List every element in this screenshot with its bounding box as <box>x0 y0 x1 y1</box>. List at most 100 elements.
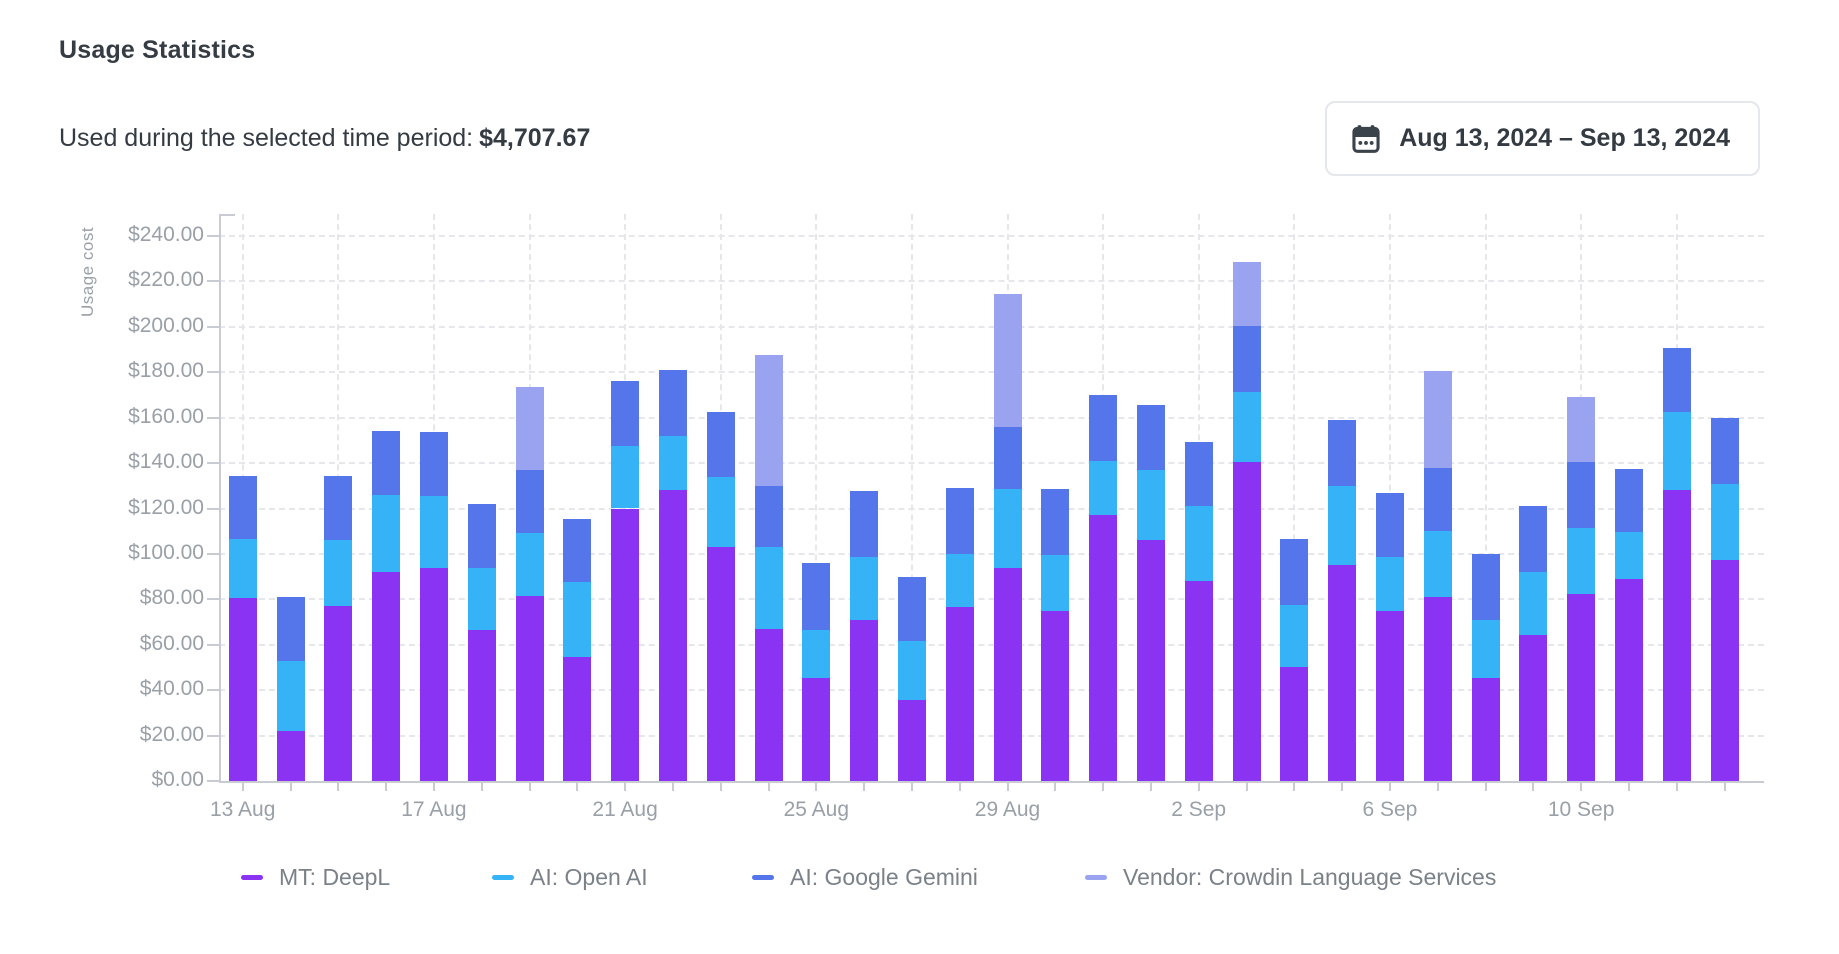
x-axis-tick <box>1341 783 1344 791</box>
bar-segment-vendor-crowdin-language-services <box>993 293 1022 427</box>
date-range-picker[interactable]: Aug 13, 2024 – Sep 13, 2024 <box>1325 101 1760 176</box>
bar-segment-ai-open-ai <box>1567 527 1596 594</box>
x-axis-tick <box>576 783 579 791</box>
bar-segment-ai-open-ai <box>324 540 353 607</box>
bar-segment-mt-deepl <box>802 677 831 781</box>
bar-segment-mt-deepl <box>563 657 592 781</box>
bar-stack[interactable] <box>898 577 926 781</box>
bar-stack[interactable] <box>1711 418 1739 781</box>
calendar-icon <box>1349 122 1383 156</box>
bar-segment-ai-open-ai <box>1471 619 1500 678</box>
bar-segment-mt-deepl <box>754 628 783 781</box>
y-axis-tick <box>207 462 219 465</box>
bar-stack[interactable] <box>1041 489 1069 781</box>
bar-segment-mt-deepl <box>419 567 448 781</box>
bar-segment-mt-deepl <box>1375 610 1404 781</box>
y-axis-tick-label: $80.00 <box>139 586 204 610</box>
bar-segment-ai-google-gemini <box>1567 461 1596 528</box>
legend-label: AI: Google Gemini <box>790 864 978 890</box>
bar-stack[interactable] <box>563 519 591 781</box>
x-axis-tick-label: 2 Sep <box>1171 798 1227 821</box>
y-axis-tick <box>207 507 219 510</box>
bar-segment-vendor-crowdin-language-services <box>1567 397 1596 462</box>
horizontal-gridline <box>219 507 1764 510</box>
bar-stack[interactable] <box>324 476 352 781</box>
bar-segment-ai-google-gemini <box>1471 553 1500 620</box>
bar-stack[interactable] <box>1089 395 1117 781</box>
bar-segment-ai-google-gemini <box>802 563 831 630</box>
bar-stack[interactable] <box>755 355 783 781</box>
bar-segment-mt-deepl <box>1041 610 1070 781</box>
bar-segment-ai-google-gemini <box>658 369 687 436</box>
bar-stack[interactable] <box>277 597 305 781</box>
bar-stack[interactable] <box>994 294 1022 781</box>
bar-stack[interactable] <box>1663 348 1691 781</box>
bar-segment-ai-open-ai <box>1232 391 1261 462</box>
bar-stack[interactable] <box>659 370 687 781</box>
bar-segment-mt-deepl <box>1662 490 1691 781</box>
bar-segment-ai-google-gemini <box>467 503 496 568</box>
x-axis-tick <box>1149 783 1152 791</box>
bar-stack[interactable] <box>1233 262 1261 781</box>
legend-item-vendor-crowdin-language-services[interactable]: Vendor: Crowdin Language Services <box>1085 864 1496 891</box>
date-range-label: Aug 13, 2024 – Sep 13, 2024 <box>1399 124 1730 152</box>
bar-stack[interactable] <box>229 476 257 781</box>
bar-segment-ai-open-ai <box>228 539 257 599</box>
legend-color-dash <box>492 875 514 880</box>
horizontal-gridline <box>219 689 1764 692</box>
horizontal-gridline <box>219 325 1764 328</box>
bar-stack[interactable] <box>468 504 496 781</box>
x-axis-tick <box>863 783 866 791</box>
bar-segment-ai-google-gemini <box>1710 417 1739 484</box>
bar-segment-ai-open-ai <box>515 533 544 596</box>
x-axis-tick <box>241 783 244 791</box>
bar-stack[interactable] <box>1424 371 1452 781</box>
horizontal-gridline <box>219 552 1764 555</box>
bar-stack[interactable] <box>1519 506 1547 781</box>
bar-segment-mt-deepl <box>1567 593 1596 781</box>
bar-segment-ai-google-gemini <box>1423 467 1452 532</box>
bar-stack[interactable] <box>1137 405 1165 781</box>
bar-segment-ai-open-ai <box>467 567 496 630</box>
bar-stack[interactable] <box>946 488 974 781</box>
bar-stack[interactable] <box>372 431 400 781</box>
bar-stack[interactable] <box>1472 554 1500 781</box>
bar-segment-mt-deepl <box>515 595 544 781</box>
bar-stack[interactable] <box>1185 442 1213 781</box>
bar-stack[interactable] <box>1328 420 1356 781</box>
x-axis-tick-label: 10 Sep <box>1547 798 1615 821</box>
bar-segment-mt-deepl <box>1519 634 1548 781</box>
bar-segment-ai-open-ai <box>1136 469 1165 541</box>
bar-segment-mt-deepl <box>1471 677 1500 781</box>
legend-item-ai-open-ai[interactable]: AI: Open AI <box>492 864 648 891</box>
bar-stack[interactable] <box>420 432 448 781</box>
bar-segment-ai-google-gemini <box>706 411 735 477</box>
bar-stack[interactable] <box>611 381 639 781</box>
bar-segment-mt-deepl <box>1184 581 1213 781</box>
legend-item-ai-google-gemini[interactable]: AI: Google Gemini <box>752 864 978 891</box>
legend-item-mt-deepl[interactable]: MT: DeepL <box>241 864 390 891</box>
y-axis-top-tick <box>219 214 235 216</box>
bar-stack[interactable] <box>1615 469 1643 781</box>
bar-stack[interactable] <box>707 412 735 781</box>
bar-stack[interactable] <box>1280 539 1308 781</box>
bar-segment-mt-deepl <box>1328 565 1357 781</box>
bar-segment-mt-deepl <box>850 619 879 781</box>
y-axis-tick-label: $40.00 <box>139 677 204 701</box>
bar-segment-ai-open-ai <box>419 496 448 568</box>
y-axis-tick <box>207 416 219 419</box>
bar-segment-ai-google-gemini <box>419 432 448 496</box>
bar-stack[interactable] <box>850 491 878 781</box>
x-axis-tick-label: 25 Aug <box>783 798 849 821</box>
y-axis-tick <box>207 325 219 328</box>
bar-stack[interactable] <box>516 387 544 781</box>
x-axis-tick <box>910 783 913 791</box>
bar-stack[interactable] <box>1376 493 1404 781</box>
summary-label: Used during the selected time period: <box>59 124 474 152</box>
bar-segment-ai-open-ai <box>1328 485 1357 566</box>
bar-stack[interactable] <box>1567 397 1595 781</box>
bar-segment-mt-deepl <box>1423 597 1452 781</box>
bar-stack[interactable] <box>802 563 830 781</box>
bar-segment-mt-deepl <box>1089 515 1118 781</box>
